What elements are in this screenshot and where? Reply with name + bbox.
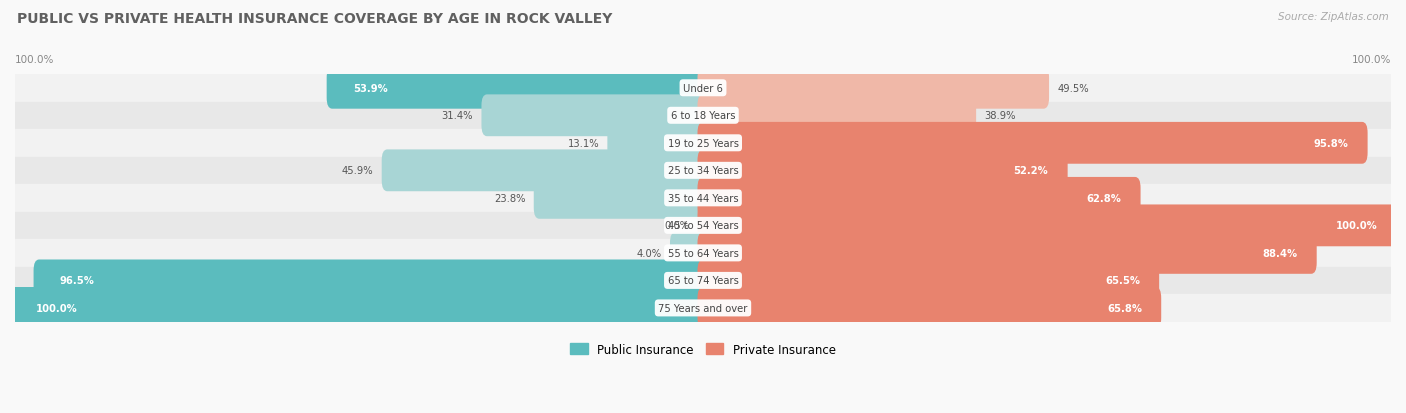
- FancyBboxPatch shape: [697, 233, 1316, 274]
- Text: 53.9%: 53.9%: [353, 83, 388, 93]
- Bar: [15, 267, 1391, 294]
- Text: 96.5%: 96.5%: [59, 276, 94, 286]
- Text: 45.9%: 45.9%: [342, 166, 374, 176]
- Text: 65.8%: 65.8%: [1107, 303, 1142, 313]
- FancyBboxPatch shape: [607, 123, 709, 164]
- Text: 25 to 34 Years: 25 to 34 Years: [668, 166, 738, 176]
- FancyBboxPatch shape: [697, 260, 1159, 301]
- FancyBboxPatch shape: [671, 233, 709, 274]
- Text: 100.0%: 100.0%: [1351, 55, 1391, 65]
- Bar: [15, 157, 1391, 185]
- Legend: Public Insurance, Private Insurance: Public Insurance, Private Insurance: [565, 338, 841, 361]
- Text: Under 6: Under 6: [683, 83, 723, 93]
- FancyBboxPatch shape: [34, 260, 709, 301]
- Text: 35 to 44 Years: 35 to 44 Years: [668, 193, 738, 203]
- Text: 4.0%: 4.0%: [637, 248, 662, 258]
- Text: 23.8%: 23.8%: [494, 193, 526, 203]
- Text: PUBLIC VS PRIVATE HEALTH INSURANCE COVERAGE BY AGE IN ROCK VALLEY: PUBLIC VS PRIVATE HEALTH INSURANCE COVER…: [17, 12, 612, 26]
- Text: 62.8%: 62.8%: [1087, 193, 1122, 203]
- Text: 95.8%: 95.8%: [1313, 138, 1348, 148]
- FancyBboxPatch shape: [326, 68, 709, 109]
- FancyBboxPatch shape: [697, 287, 1161, 329]
- Bar: [15, 212, 1391, 240]
- Bar: [15, 294, 1391, 322]
- Bar: [15, 130, 1391, 157]
- Text: 88.4%: 88.4%: [1263, 248, 1298, 258]
- Text: 19 to 25 Years: 19 to 25 Years: [668, 138, 738, 148]
- Text: 38.9%: 38.9%: [984, 111, 1017, 121]
- FancyBboxPatch shape: [697, 123, 1368, 164]
- Bar: [15, 75, 1391, 102]
- Text: 100.0%: 100.0%: [35, 303, 77, 313]
- FancyBboxPatch shape: [481, 95, 709, 137]
- FancyBboxPatch shape: [10, 287, 709, 329]
- Text: 65.5%: 65.5%: [1105, 276, 1140, 286]
- Text: Source: ZipAtlas.com: Source: ZipAtlas.com: [1278, 12, 1389, 22]
- Text: 100.0%: 100.0%: [15, 55, 55, 65]
- Text: 0.0%: 0.0%: [664, 221, 689, 231]
- Text: 6 to 18 Years: 6 to 18 Years: [671, 111, 735, 121]
- FancyBboxPatch shape: [697, 178, 1140, 219]
- FancyBboxPatch shape: [381, 150, 709, 192]
- Text: 52.2%: 52.2%: [1014, 166, 1049, 176]
- Text: 65 to 74 Years: 65 to 74 Years: [668, 276, 738, 286]
- Text: 45 to 54 Years: 45 to 54 Years: [668, 221, 738, 231]
- Text: 75 Years and over: 75 Years and over: [658, 303, 748, 313]
- FancyBboxPatch shape: [697, 68, 1049, 109]
- Text: 100.0%: 100.0%: [1336, 221, 1378, 231]
- FancyBboxPatch shape: [697, 205, 1396, 247]
- Text: 13.1%: 13.1%: [568, 138, 599, 148]
- FancyBboxPatch shape: [697, 150, 1067, 192]
- Bar: [15, 102, 1391, 130]
- Bar: [15, 185, 1391, 212]
- Text: 49.5%: 49.5%: [1057, 83, 1088, 93]
- FancyBboxPatch shape: [697, 95, 976, 137]
- Text: 55 to 64 Years: 55 to 64 Years: [668, 248, 738, 258]
- FancyBboxPatch shape: [534, 178, 709, 219]
- Bar: [15, 240, 1391, 267]
- Text: 31.4%: 31.4%: [441, 111, 474, 121]
